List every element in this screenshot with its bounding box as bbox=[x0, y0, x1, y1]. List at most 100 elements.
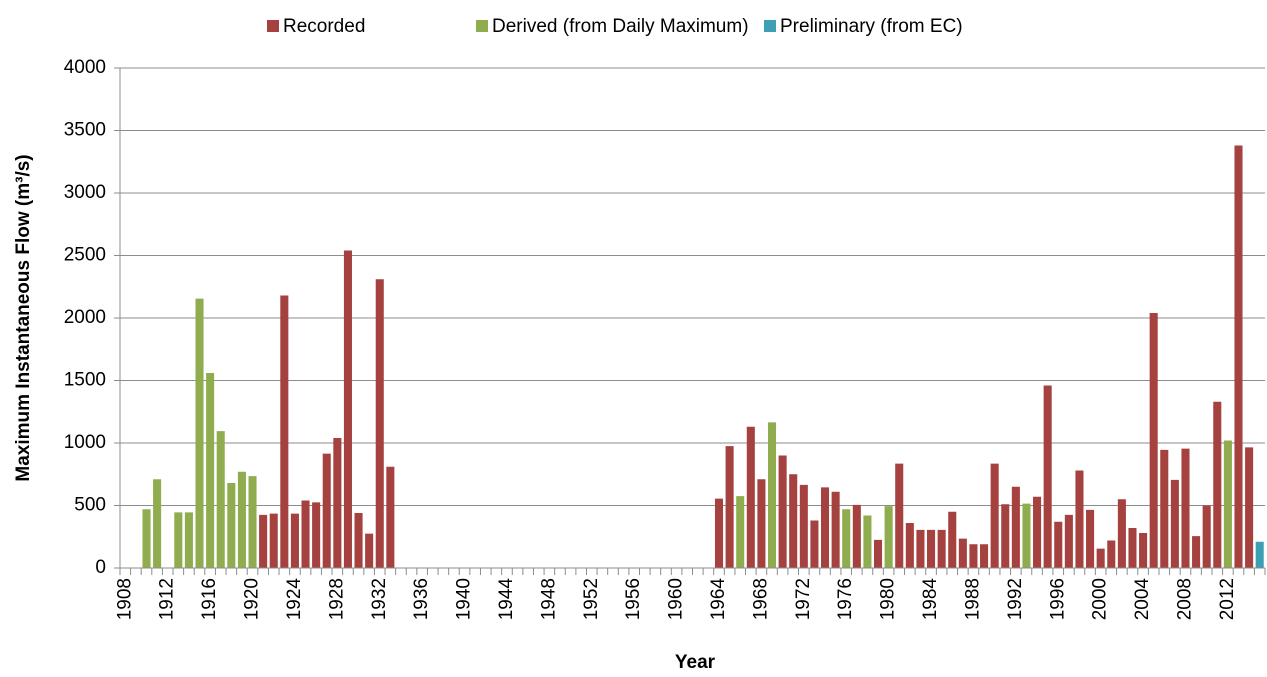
x-tick-label: 2012 bbox=[1217, 578, 1238, 620]
x-tick-label: 1924 bbox=[284, 578, 305, 621]
bar bbox=[365, 533, 374, 568]
y-tick-label: 3500 bbox=[64, 120, 106, 141]
bar bbox=[916, 529, 925, 568]
legend-swatch bbox=[267, 20, 279, 32]
bar bbox=[174, 512, 183, 568]
bar bbox=[1234, 145, 1243, 568]
bar bbox=[1107, 540, 1116, 568]
bar bbox=[1192, 536, 1201, 568]
bar bbox=[842, 509, 851, 568]
x-tick-label: 1912 bbox=[157, 578, 178, 620]
bar bbox=[958, 538, 967, 568]
x-tick-label: 2000 bbox=[1090, 578, 1111, 620]
bar bbox=[1160, 449, 1169, 568]
bar bbox=[237, 471, 246, 568]
bar bbox=[1255, 541, 1264, 568]
bar bbox=[195, 298, 204, 568]
bar bbox=[280, 295, 289, 568]
x-tick-label: 1940 bbox=[454, 578, 475, 620]
x-tick-label: 1976 bbox=[835, 578, 856, 620]
bar bbox=[259, 514, 268, 568]
bar bbox=[248, 476, 257, 568]
x-tick-label: 1968 bbox=[750, 578, 771, 620]
bar bbox=[736, 496, 745, 568]
bar bbox=[1064, 514, 1073, 568]
bar bbox=[810, 520, 819, 568]
bar bbox=[1223, 440, 1232, 568]
bar bbox=[269, 513, 278, 568]
y-tick-label: 500 bbox=[74, 495, 106, 516]
bar bbox=[375, 279, 384, 568]
bar bbox=[1043, 385, 1052, 568]
x-tick-label: 1964 bbox=[708, 578, 729, 621]
bar bbox=[725, 446, 734, 568]
bar bbox=[831, 491, 840, 568]
x-tick-label: 1960 bbox=[666, 578, 687, 620]
x-tick-label: 1984 bbox=[920, 578, 941, 621]
bar bbox=[820, 487, 830, 568]
x-tick-label: 1948 bbox=[538, 578, 559, 620]
x-tick-label: 1932 bbox=[369, 578, 390, 620]
y-tick-label: 0 bbox=[95, 557, 106, 578]
bar bbox=[1054, 521, 1063, 568]
bar bbox=[1170, 479, 1179, 568]
legend-swatch bbox=[476, 20, 488, 32]
bar bbox=[990, 463, 999, 568]
bar bbox=[905, 523, 914, 568]
bar bbox=[1075, 470, 1084, 568]
x-tick-label: 1928 bbox=[326, 578, 347, 620]
x-tick-label: 2008 bbox=[1175, 578, 1196, 620]
legend-swatch bbox=[764, 20, 776, 32]
bar bbox=[874, 539, 883, 568]
x-tick-label: 1952 bbox=[581, 578, 602, 620]
y-tick-label: 2000 bbox=[64, 307, 106, 328]
bar bbox=[1001, 504, 1010, 568]
bar bbox=[333, 438, 342, 568]
x-tick-label: 1992 bbox=[1005, 578, 1026, 620]
x-tick-label: 1908 bbox=[114, 578, 135, 620]
x-tick-label: 1996 bbox=[1047, 578, 1068, 620]
bar bbox=[884, 506, 893, 568]
legend-label: Recorded bbox=[283, 16, 365, 37]
bar bbox=[1117, 499, 1126, 568]
bar bbox=[746, 426, 755, 568]
bar bbox=[969, 544, 978, 568]
bar bbox=[1011, 486, 1020, 568]
bar bbox=[153, 479, 162, 568]
bar bbox=[1181, 448, 1190, 568]
bar bbox=[343, 250, 352, 568]
y-tick-label: 2500 bbox=[64, 245, 106, 266]
x-axis-title: Year bbox=[675, 652, 716, 673]
bar bbox=[142, 509, 151, 568]
bar bbox=[757, 479, 766, 568]
bar bbox=[767, 422, 777, 568]
bar bbox=[184, 512, 193, 568]
bar bbox=[1245, 447, 1254, 568]
bar bbox=[227, 483, 236, 568]
bar bbox=[895, 463, 904, 568]
x-tick-label: 1956 bbox=[623, 578, 644, 620]
bar bbox=[980, 544, 989, 568]
x-tick-label: 2004 bbox=[1132, 578, 1153, 621]
bar bbox=[863, 515, 872, 568]
bar bbox=[937, 529, 946, 568]
bar bbox=[927, 529, 936, 568]
x-tick-label: 1920 bbox=[242, 578, 263, 620]
bar bbox=[1139, 533, 1148, 568]
bar bbox=[778, 455, 787, 568]
legend-label: Derived (from Daily Maximum) bbox=[492, 16, 749, 37]
y-tick-label: 1500 bbox=[64, 370, 106, 391]
y-tick-label: 1000 bbox=[64, 432, 106, 453]
x-tick-label: 1980 bbox=[878, 578, 899, 620]
y-tick-label: 4000 bbox=[64, 57, 106, 78]
bar bbox=[1096, 548, 1105, 568]
y-tick-label: 3000 bbox=[64, 182, 106, 203]
x-tick-label: 1972 bbox=[793, 578, 814, 620]
bar bbox=[301, 500, 310, 568]
bar bbox=[799, 484, 808, 568]
bar bbox=[1149, 313, 1158, 568]
y-axis-title: Maximum Instantaneous Flow (m³/s) bbox=[13, 154, 34, 481]
bar bbox=[714, 498, 724, 568]
bar bbox=[312, 502, 321, 568]
